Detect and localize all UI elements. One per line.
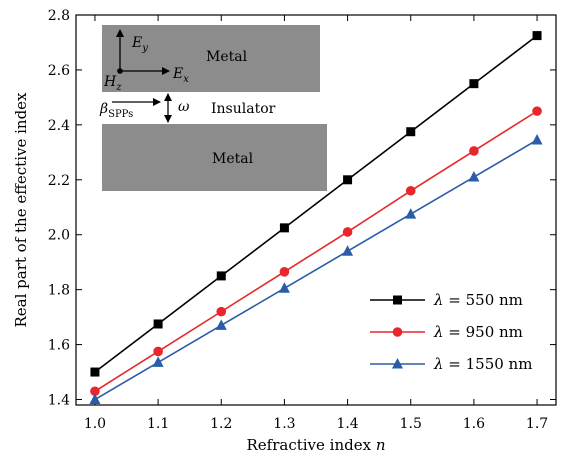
data-point <box>278 282 290 293</box>
hz-label: Hz <box>103 74 122 93</box>
series-1 <box>90 31 542 377</box>
data-point <box>343 175 353 185</box>
metal-bottom-label: Metal <box>212 151 254 167</box>
x-tick-label: 1.5 <box>400 416 422 432</box>
y-tick-label: 1.8 <box>48 283 70 299</box>
series-3 <box>89 133 543 405</box>
data-point <box>469 146 479 156</box>
y-axis-ticks: 1.4 1.6 1.8 2.0 2.2 2.4 2.6 2.8 <box>48 8 556 409</box>
legend-swatch-marker <box>392 358 403 369</box>
data-point <box>406 127 416 137</box>
omega-label: ω <box>178 99 190 115</box>
x-tick-label: 1.0 <box>84 416 106 432</box>
x-tick-label: 1.4 <box>336 416 358 432</box>
legend-label: λ = 950 nm <box>433 323 523 341</box>
series-line <box>94 110 538 392</box>
y-tick-label: 1.6 <box>48 338 70 354</box>
y-tick-label: 2.6 <box>48 63 70 79</box>
data-point <box>215 319 227 330</box>
x-tick-label: 1.1 <box>147 416 169 432</box>
series-layer <box>89 31 543 405</box>
data-point <box>153 346 163 357</box>
data-point <box>279 223 289 233</box>
data-point <box>532 31 542 41</box>
data-point <box>153 319 163 329</box>
data-point <box>405 208 417 219</box>
series-2 <box>90 106 542 397</box>
legend-swatch-marker <box>393 295 402 305</box>
y-tick-label: 2.2 <box>48 173 70 189</box>
legend-item: λ = 950 nm <box>370 323 523 341</box>
legend-swatch-marker <box>392 327 403 337</box>
data-point <box>532 106 542 116</box>
legend-item: λ = 1550 nm <box>370 355 532 373</box>
data-point <box>152 356 164 367</box>
legend-item: λ = 550 nm <box>370 291 523 309</box>
data-point <box>342 245 354 256</box>
x-tick-label: 1.3 <box>273 416 295 432</box>
data-point <box>90 386 100 397</box>
data-point <box>216 271 226 281</box>
legend-label: λ = 550 nm <box>433 291 523 309</box>
legend-label: λ = 1550 nm <box>433 355 532 373</box>
legend: λ = 550 nm λ = 950 nm λ = 1550 nm <box>370 291 532 373</box>
data-point <box>89 393 101 405</box>
data-point <box>342 227 353 237</box>
y-tick-label: 1.4 <box>48 393 70 409</box>
data-point <box>279 266 290 277</box>
x-axis-title: Refractive index n <box>246 436 385 454</box>
metal-insulator-metal-inset: Metal Metal Insulator Ey Ex Hz βSPPs ω <box>99 25 327 191</box>
data-point <box>469 79 479 89</box>
x-tick-label: 1.7 <box>526 416 548 432</box>
ey-label: Ey <box>131 35 148 54</box>
ex-label: Ex <box>172 66 189 85</box>
x-tick-label: 1.2 <box>210 416 232 432</box>
data-point <box>531 133 543 145</box>
series-line <box>94 34 538 373</box>
beta-spps-label: βSPPs <box>99 101 133 120</box>
data-point <box>405 185 416 196</box>
y-axis-title: Real part of the effective index <box>12 92 30 328</box>
y-tick-label: 2.4 <box>48 118 70 134</box>
x-tick-label: 1.6 <box>463 416 485 432</box>
metal-top-label: Metal <box>206 49 248 65</box>
plot-frame <box>75 14 557 406</box>
metal-layer-top <box>102 25 320 92</box>
data-point <box>90 367 100 377</box>
data-point <box>216 306 227 317</box>
insulator-label: Insulator <box>211 101 276 117</box>
series-line <box>94 139 538 401</box>
y-tick-label: 2.8 <box>48 8 70 24</box>
x-axis-ticks: 1.0 1.1 1.2 1.3 1.4 1.5 1.6 1.7 <box>84 15 548 432</box>
data-point <box>468 171 480 182</box>
y-tick-label: 2.0 <box>48 228 70 244</box>
metal-layer-bottom <box>102 124 327 191</box>
